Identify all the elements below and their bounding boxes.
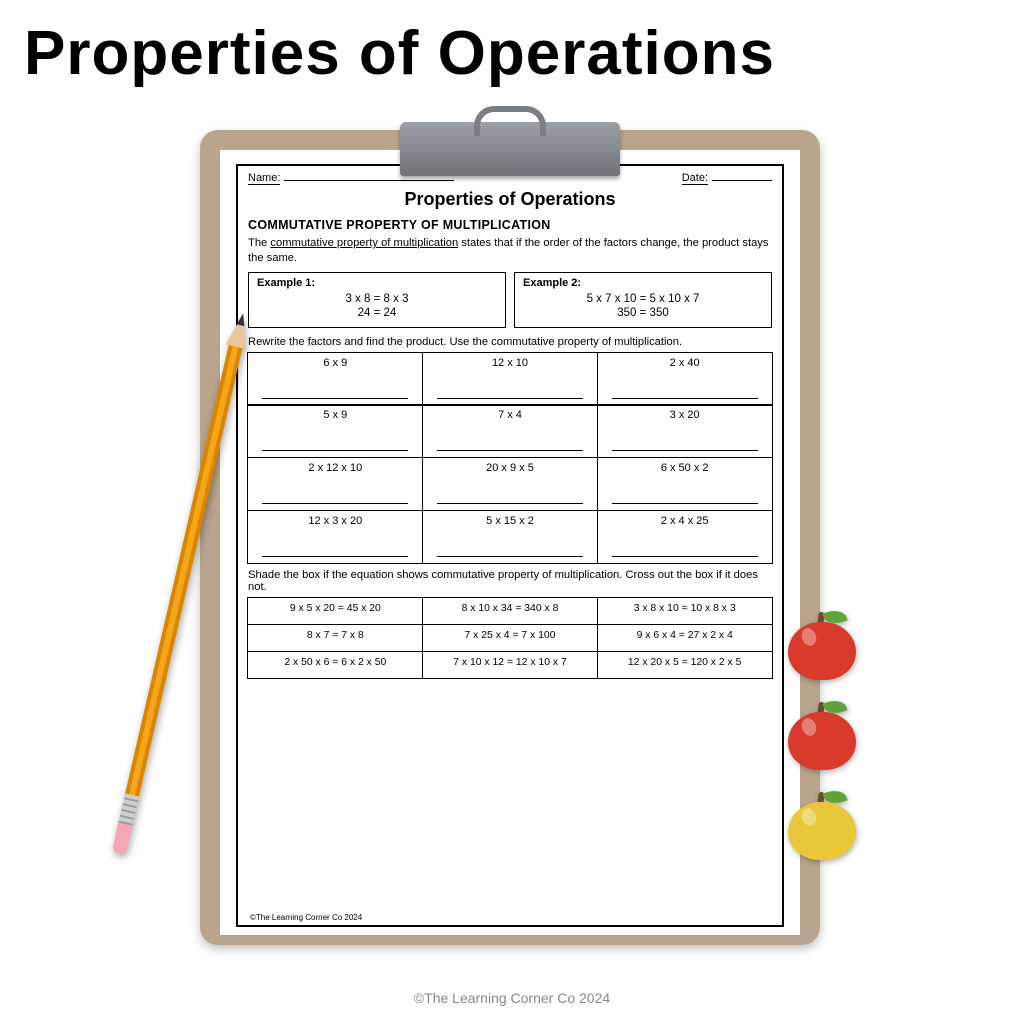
problems-grid: 6 x 9 12 x 10 2 x 40 5 x 9 7 x 4 3 x 20 … xyxy=(248,352,772,563)
problem-cell: 12 x 10 xyxy=(422,352,598,406)
clipboard-clip xyxy=(400,122,620,176)
example-1: Example 1: 3 x 8 = 8 x 3 24 = 24 xyxy=(248,272,506,328)
worksheet-copyright: ©The Learning Corner Co 2024 xyxy=(250,913,362,922)
problem-cell: 7 x 4 xyxy=(422,404,598,458)
problem-cell: 12 x 3 x 20 xyxy=(247,510,423,564)
problem-cell: 2 x 40 xyxy=(597,352,773,406)
equation-cell: 7 x 10 x 12 = 12 x 10 x 7 xyxy=(422,651,598,679)
problem-cell: 5 x 9 xyxy=(247,404,423,458)
apple-icon xyxy=(788,700,856,770)
worksheet-title: Properties of Operations xyxy=(248,189,772,210)
equation-cell: 9 x 5 x 20 = 45 x 20 xyxy=(247,597,423,625)
equation-cell: 9 x 6 x 4 = 27 x 2 x 4 xyxy=(597,624,773,652)
worksheet-border: Name: Date: Properties of Operations COM… xyxy=(236,164,784,927)
apple-icon xyxy=(788,610,856,680)
problem-cell: 2 x 4 x 25 xyxy=(597,510,773,564)
problem-cell: 3 x 20 xyxy=(597,404,773,458)
section-heading: COMMUTATIVE PROPERTY OF MULTIPLICATION xyxy=(248,218,772,232)
apple-icon xyxy=(788,790,856,860)
equations-grid: 9 x 5 x 20 = 45 x 20 8 x 10 x 34 = 340 x… xyxy=(248,597,772,677)
equation-cell: 8 x 7 = 7 x 8 xyxy=(247,624,423,652)
equation-cell: 2 x 50 x 6 = 6 x 2 x 50 xyxy=(247,651,423,679)
equation-cell: 8 x 10 x 34 = 340 x 8 xyxy=(422,597,598,625)
problem-cell: 20 x 9 x 5 xyxy=(422,457,598,511)
clipboard: Name: Date: Properties of Operations COM… xyxy=(200,130,820,945)
equation-cell: 3 x 8 x 10 = 10 x 8 x 3 xyxy=(597,597,773,625)
instruction-2: Shade the box if the equation shows comm… xyxy=(248,569,772,593)
worksheet-sheet: Name: Date: Properties of Operations COM… xyxy=(220,150,800,935)
examples-row: Example 1: 3 x 8 = 8 x 3 24 = 24 Example… xyxy=(248,272,772,328)
footer-copyright: ©The Learning Corner Co 2024 xyxy=(0,990,1024,1006)
example-2: Example 2: 5 x 7 x 10 = 5 x 10 x 7 350 =… xyxy=(514,272,772,328)
problem-cell: 2 x 12 x 10 xyxy=(247,457,423,511)
problem-cell: 5 x 15 x 2 xyxy=(422,510,598,564)
equation-cell: 7 x 25 x 4 = 7 x 100 xyxy=(422,624,598,652)
date-field: Date: xyxy=(682,172,772,185)
instruction-1: Rewrite the factors and find the product… xyxy=(248,336,772,348)
page-title: Properties of Operations xyxy=(24,18,775,89)
problem-cell: 6 x 9 xyxy=(247,352,423,406)
equation-cell: 12 x 20 x 5 = 120 x 2 x 5 xyxy=(597,651,773,679)
problem-cell: 6 x 50 x 2 xyxy=(597,457,773,511)
definition-text: The commutative property of multiplicati… xyxy=(248,236,772,266)
